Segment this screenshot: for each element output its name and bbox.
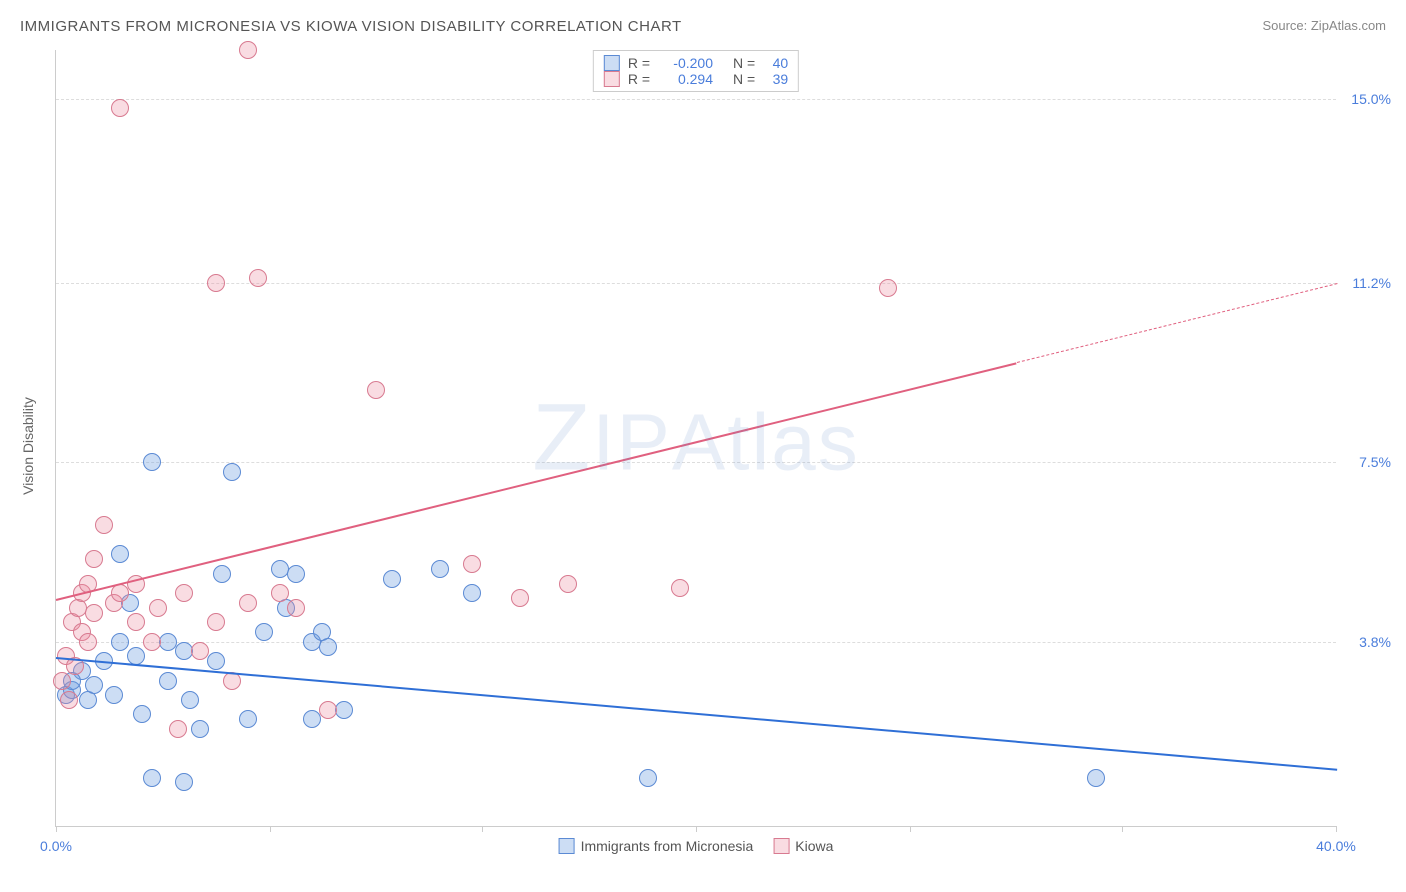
y-axis-label: Vision Disability — [20, 397, 36, 495]
data-point — [159, 633, 177, 651]
data-point — [287, 599, 305, 617]
data-point — [111, 99, 129, 117]
data-point — [111, 584, 129, 602]
y-tick-label: 11.2% — [1341, 275, 1391, 291]
data-point — [143, 633, 161, 651]
data-point — [95, 516, 113, 534]
data-point — [85, 604, 103, 622]
data-point — [60, 691, 78, 709]
stat-r-value: -0.200 — [658, 55, 713, 71]
x-tick — [910, 826, 911, 832]
legend-label: Immigrants from Micronesia — [581, 838, 754, 854]
stat-r-value: 0.294 — [658, 71, 713, 87]
trend-line — [1017, 283, 1337, 363]
data-point — [133, 705, 151, 723]
data-point — [639, 769, 657, 787]
data-point — [175, 584, 193, 602]
data-point — [239, 594, 257, 612]
data-point — [879, 279, 897, 297]
stats-legend: R = -0.200 N = 40 R = 0.294 N = 39 — [593, 50, 799, 92]
data-point — [559, 575, 577, 593]
data-point — [671, 579, 689, 597]
data-point — [207, 613, 225, 631]
data-point — [143, 769, 161, 787]
legend-stat-row: R = -0.200 N = 40 — [604, 55, 788, 71]
data-point — [181, 691, 199, 709]
data-point — [85, 550, 103, 568]
data-point — [463, 584, 481, 602]
data-point — [1087, 769, 1105, 787]
legend-swatch — [604, 55, 620, 71]
plot-area: ZIPAtlas R = -0.200 N = 40 R = 0.294 N = 39… — [55, 50, 1336, 827]
chart-title: IMMIGRANTS FROM MICRONESIA VS KIOWA VISI… — [20, 18, 682, 35]
data-point — [319, 701, 337, 719]
data-point — [367, 381, 385, 399]
x-tick-label-min: 0.0% — [40, 838, 72, 854]
data-point — [207, 274, 225, 292]
data-point — [79, 633, 97, 651]
data-point — [111, 633, 129, 651]
y-tick-label: 7.5% — [1341, 454, 1391, 470]
data-point — [207, 652, 225, 670]
legend-item: Kiowa — [773, 838, 833, 854]
data-point — [111, 545, 129, 563]
gridline — [56, 99, 1336, 100]
correlation-chart: IMMIGRANTS FROM MICRONESIA VS KIOWA VISI… — [10, 10, 1396, 882]
source-attribution: Source: ZipAtlas.com — [1262, 18, 1386, 33]
data-point — [319, 638, 337, 656]
data-point — [239, 41, 257, 59]
data-point — [249, 269, 267, 287]
y-tick-label: 3.8% — [1341, 634, 1391, 650]
data-point — [271, 584, 289, 602]
data-point — [335, 701, 353, 719]
x-tick — [1122, 826, 1123, 832]
legend-swatch — [559, 838, 575, 854]
stat-n-value: 39 — [763, 71, 788, 87]
gridline — [56, 642, 1336, 643]
data-point — [169, 720, 187, 738]
data-point — [105, 686, 123, 704]
data-point — [191, 720, 209, 738]
stat-n-value: 40 — [763, 55, 788, 71]
data-point — [431, 560, 449, 578]
x-tick — [1336, 826, 1337, 832]
data-point — [213, 565, 231, 583]
legend-item: Immigrants from Micronesia — [559, 838, 754, 854]
data-point — [191, 642, 209, 660]
x-tick — [56, 826, 57, 832]
legend-stat-row: R = 0.294 N = 39 — [604, 71, 788, 87]
trend-line — [56, 362, 1017, 601]
data-point — [239, 710, 257, 728]
legend-swatch — [773, 838, 789, 854]
stat-r-label: R = — [628, 55, 650, 71]
data-point — [159, 672, 177, 690]
y-tick-label: 15.0% — [1341, 91, 1391, 107]
series-legend: Immigrants from Micronesia Kiowa — [559, 838, 834, 854]
data-point — [511, 589, 529, 607]
watermark: ZIPAtlas — [532, 384, 859, 493]
x-tick — [270, 826, 271, 832]
stat-r-label: R = — [628, 71, 650, 87]
stat-n-label: N = — [733, 55, 755, 71]
data-point — [143, 453, 161, 471]
stat-n-label: N = — [733, 71, 755, 87]
data-point — [303, 710, 321, 728]
data-point — [287, 565, 305, 583]
x-tick — [696, 826, 697, 832]
data-point — [127, 613, 145, 631]
x-tick-label-max: 40.0% — [1316, 838, 1356, 854]
data-point — [383, 570, 401, 588]
legend-swatch — [604, 71, 620, 87]
data-point — [463, 555, 481, 573]
data-point — [85, 676, 103, 694]
data-point — [149, 599, 167, 617]
data-point — [255, 623, 273, 641]
gridline — [56, 283, 1336, 284]
legend-label: Kiowa — [795, 838, 833, 854]
data-point — [175, 773, 193, 791]
data-point — [53, 672, 71, 690]
gridline — [56, 462, 1336, 463]
x-tick — [482, 826, 483, 832]
data-point — [223, 463, 241, 481]
